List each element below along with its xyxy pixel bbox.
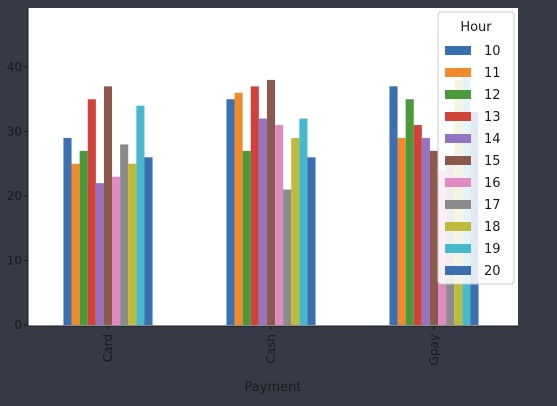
legend-swatch [445, 266, 471, 275]
legend-label: 15 [484, 154, 501, 169]
legend-label: 17 [484, 198, 501, 213]
x-axis: Card Cash Gpay [28, 325, 518, 365]
legend-label: 10 [484, 44, 501, 59]
legend-swatch [445, 90, 471, 99]
bar-card-hour-16 [112, 176, 121, 325]
y-tick-label: 0 [14, 318, 22, 332]
bar-gpay-hour-12 [405, 99, 414, 325]
y-tick-label: 40 [7, 60, 22, 74]
bar-gpay-hour-10 [389, 86, 398, 325]
y-axis: 0 10 20 30 40 [7, 8, 29, 332]
bar-gpay-hour-14 [421, 137, 430, 325]
y-tick-label: 20 [7, 189, 22, 203]
bar-cash-hour-14 [258, 118, 267, 325]
bar-cash-hour-13 [250, 86, 259, 325]
bar-card-hour-19 [136, 105, 145, 325]
legend-label: 12 [484, 88, 501, 103]
bar-cash-hour-16 [275, 125, 284, 325]
bar-cash-hour-17 [283, 189, 292, 325]
legend-title: Hour [460, 20, 492, 35]
legend-swatch [445, 244, 471, 253]
bar-gpay-hour-13 [413, 125, 422, 325]
x-tick-label: Gpay [427, 334, 441, 365]
legend-label: 13 [484, 110, 501, 125]
legend-swatch [445, 222, 471, 231]
legend-swatch [445, 46, 471, 55]
legend-swatch [445, 178, 471, 187]
bar-card-hour-17 [120, 144, 129, 325]
legend-swatch [445, 134, 471, 143]
legend: Hour 10 11 12 13 14 15 16 17 18 19 20 [437, 11, 515, 285]
legend-label: 20 [484, 264, 501, 279]
bar-cash-hour-18 [291, 137, 300, 325]
bar-card-hour-20 [144, 157, 153, 325]
bar-cash-hour-10 [226, 99, 235, 325]
legend-swatch [445, 200, 471, 209]
bar-cash-hour-19 [299, 118, 308, 325]
x-axis-label: Payment [245, 380, 302, 395]
bar-gpay-hour-11 [397, 137, 406, 325]
legend-label: 16 [484, 176, 501, 191]
legend-label: 14 [484, 132, 501, 147]
y-tick-label: 10 [7, 254, 22, 268]
bar-card-hour-13 [87, 99, 96, 325]
bar-card-hour-14 [95, 183, 104, 325]
legend-box [437, 11, 515, 285]
bar-cash-hour-15 [266, 79, 276, 326]
bar-card-hour-11 [71, 163, 80, 325]
y-tick-label: 30 [7, 125, 22, 139]
bar-card-hour-18 [128, 163, 137, 325]
bar-cash-hour-12 [242, 150, 251, 325]
legend-label: 19 [484, 242, 501, 257]
legend-label: 18 [484, 220, 501, 235]
x-tick-label: Cash [264, 334, 278, 364]
bar-card-hour-10 [63, 137, 72, 325]
legend-swatch [445, 156, 471, 165]
x-tick-label: Card [101, 334, 115, 362]
legend-label: 11 [484, 66, 501, 81]
bar-cash-hour-11 [234, 92, 243, 325]
legend-swatch [445, 68, 471, 77]
bar-card-hour-12 [79, 150, 88, 325]
bar-card-hour-15 [103, 86, 113, 325]
legend-swatch [445, 112, 471, 121]
bar-gpay-hour-15 [429, 150, 439, 325]
bar-cash-hour-20 [307, 157, 316, 325]
